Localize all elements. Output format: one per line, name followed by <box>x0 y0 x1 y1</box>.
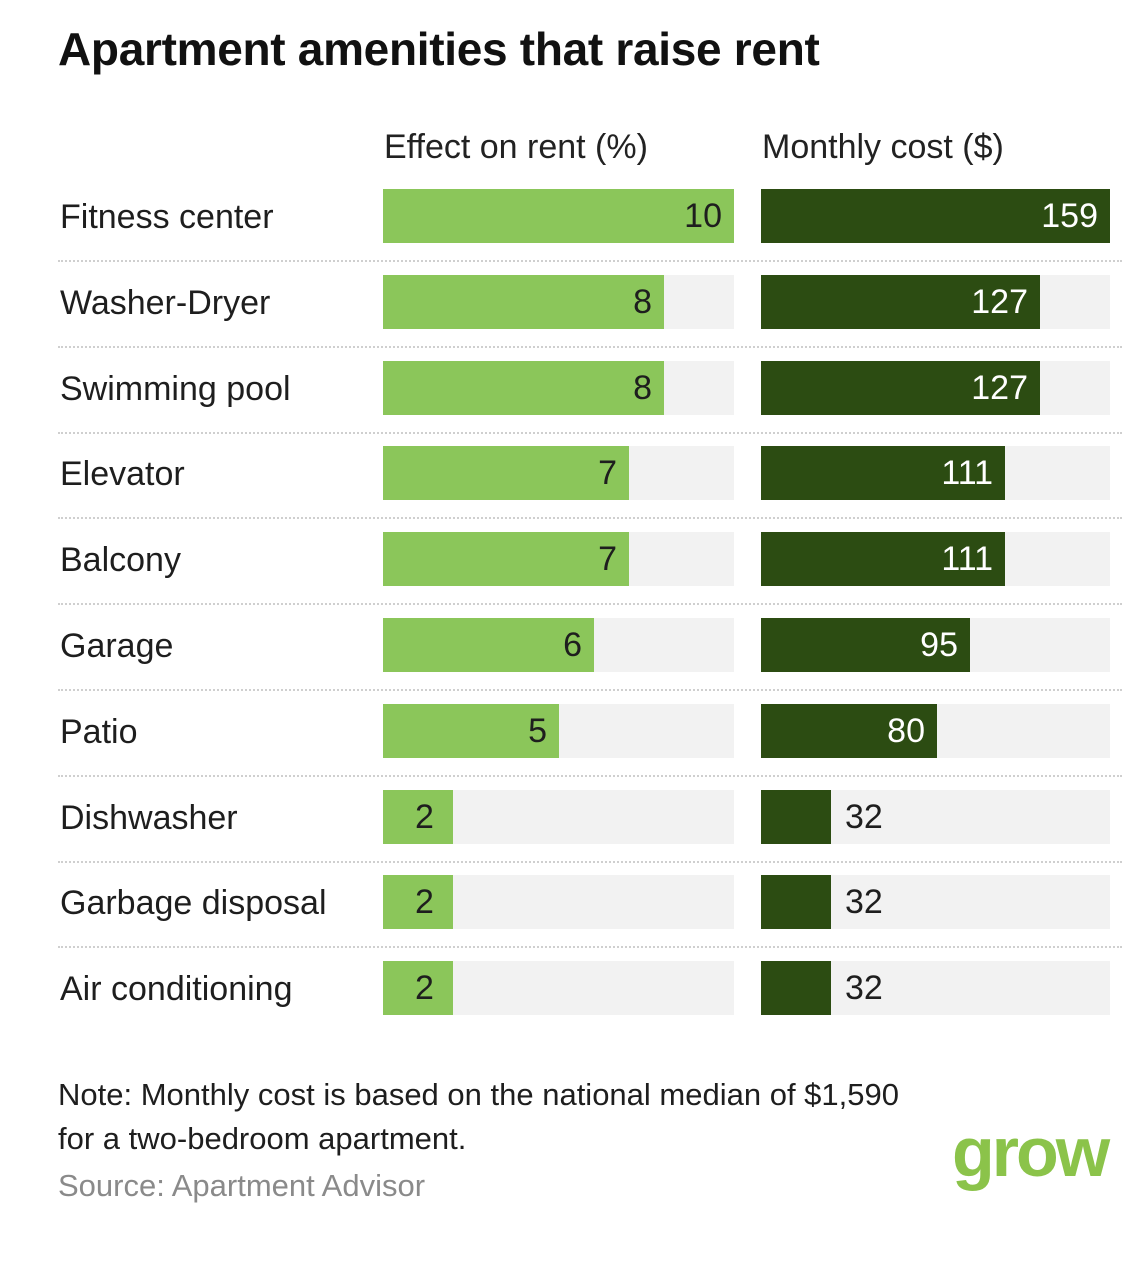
bar-track-rent-effect: 8 <box>383 275 734 329</box>
bar-value-label-rent-effect: 8 <box>633 283 652 321</box>
bar-track-rent-effect: 10 <box>383 189 734 243</box>
bar-monthly-cost <box>761 875 831 929</box>
bar-monthly-cost <box>761 361 1040 415</box>
grow-logo: grow <box>952 1113 1110 1191</box>
column-header-rent-effect: Effect on rent (%) <box>384 128 648 166</box>
chart-note: Note: Monthly cost is based on the natio… <box>58 1077 899 1156</box>
chart-source: Source: Apartment Advisor <box>58 1168 426 1203</box>
row-divider <box>58 432 1122 434</box>
bar-chart-rows: Fitness center 10 159 Washer-Dryer 8 127 Swimm… <box>0 183 1147 1041</box>
bar-value-label-monthly-cost: 32 <box>845 883 883 921</box>
bar-rent-effect <box>383 275 664 329</box>
bar-value-label-monthly-cost: 32 <box>845 969 883 1007</box>
table-row: Dishwasher 2 32 <box>0 784 1147 870</box>
bar-value-label-monthly-cost: 95 <box>920 626 958 664</box>
bar-monthly-cost <box>761 961 831 1015</box>
table-row: Garbage disposal 2 32 <box>0 869 1147 955</box>
bar-value-label-rent-effect: 2 <box>415 969 434 1007</box>
bar-track-rent-effect: 5 <box>383 704 734 758</box>
bar-track-monthly-cost: 127 <box>761 361 1110 415</box>
bar-monthly-cost <box>761 446 1005 500</box>
table-row: Balcony 7 111 <box>0 526 1147 612</box>
bar-rent-effect <box>383 361 664 415</box>
bar-track-rent-effect: 8 <box>383 361 734 415</box>
column-header-monthly-cost: Monthly cost ($) <box>762 128 1004 166</box>
category-label: Washer-Dryer <box>60 284 271 322</box>
bar-rent-effect <box>383 618 594 672</box>
bar-track-rent-effect: 7 <box>383 446 734 500</box>
bar-monthly-cost <box>761 790 831 844</box>
bar-rent-effect <box>383 189 734 243</box>
bar-track-rent-effect: 2 <box>383 790 734 844</box>
category-label: Swimming pool <box>60 370 291 408</box>
row-divider <box>58 946 1122 948</box>
bar-monthly-cost <box>761 704 937 758</box>
bar-value-label-monthly-cost: 32 <box>845 798 883 836</box>
bar-rent-effect <box>383 446 629 500</box>
bar-track-monthly-cost: 159 <box>761 189 1110 243</box>
bar-track-monthly-cost: 95 <box>761 618 1110 672</box>
category-label: Patio <box>60 713 138 751</box>
bar-monthly-cost <box>761 532 1005 586</box>
chart-title: Apartment amenities that raise rent <box>58 23 820 75</box>
bar-track-monthly-cost: 127 <box>761 275 1110 329</box>
bar-monthly-cost <box>761 275 1040 329</box>
bar-value-label-monthly-cost: 80 <box>887 712 925 750</box>
bar-rent-effect <box>383 532 629 586</box>
category-label: Balcony <box>60 541 181 579</box>
category-label: Elevator <box>60 455 185 493</box>
bar-value-label-rent-effect: 8 <box>633 369 652 407</box>
bar-rent-effect <box>383 875 453 929</box>
bar-rent-effect <box>383 704 559 758</box>
bar-track-monthly-cost: 32 <box>761 875 1110 929</box>
bar-track-monthly-cost: 32 <box>761 790 1110 844</box>
bar-value-label-monthly-cost: 111 <box>941 540 993 578</box>
table-row: Garage 6 95 <box>0 612 1147 698</box>
row-divider <box>58 260 1122 262</box>
bar-rent-effect <box>383 790 453 844</box>
bar-value-label-monthly-cost: 111 <box>941 454 993 492</box>
category-label: Fitness center <box>60 198 274 236</box>
bar-value-label-rent-effect: 7 <box>598 454 617 492</box>
table-row: Washer-Dryer 8 127 <box>0 269 1147 355</box>
category-label: Air conditioning <box>60 970 293 1008</box>
bar-value-label-rent-effect: 2 <box>415 883 434 921</box>
bar-track-monthly-cost: 80 <box>761 704 1110 758</box>
row-divider <box>58 346 1122 348</box>
row-divider <box>58 775 1122 777</box>
bar-value-label-rent-effect: 7 <box>598 540 617 578</box>
bar-track-monthly-cost: 32 <box>761 961 1110 1015</box>
category-label: Garage <box>60 627 174 665</box>
bar-value-label-rent-effect: 5 <box>528 712 547 750</box>
bar-value-label-rent-effect: 2 <box>415 798 434 836</box>
row-divider <box>58 861 1122 863</box>
bar-value-label-monthly-cost: 127 <box>971 283 1028 321</box>
bar-track-monthly-cost: 111 <box>761 532 1110 586</box>
bar-track-monthly-cost: 111 <box>761 446 1110 500</box>
bar-value-label-monthly-cost: 159 <box>1041 197 1098 235</box>
bar-track-rent-effect: 7 <box>383 532 734 586</box>
row-divider <box>58 689 1122 691</box>
table-row: Patio 5 80 <box>0 698 1147 784</box>
table-row: Elevator 7 111 <box>0 440 1147 526</box>
table-row: Fitness center 10 159 <box>0 183 1147 269</box>
table-row: Swimming pool 8 127 <box>0 355 1147 441</box>
bar-rent-effect <box>383 961 453 1015</box>
category-label: Garbage disposal <box>60 884 327 922</box>
bar-value-label-rent-effect: 6 <box>563 626 582 664</box>
bar-monthly-cost <box>761 189 1110 243</box>
bar-track-rent-effect: 6 <box>383 618 734 672</box>
bar-value-label-monthly-cost: 127 <box>971 369 1028 407</box>
bar-value-label-rent-effect: 10 <box>684 197 722 235</box>
table-row: Air conditioning 2 32 <box>0 955 1147 1041</box>
bar-track-rent-effect: 2 <box>383 875 734 929</box>
row-divider <box>58 603 1122 605</box>
bar-track-rent-effect: 2 <box>383 961 734 1015</box>
category-label: Dishwasher <box>60 799 238 837</box>
bar-monthly-cost <box>761 618 970 672</box>
row-divider <box>58 517 1122 519</box>
